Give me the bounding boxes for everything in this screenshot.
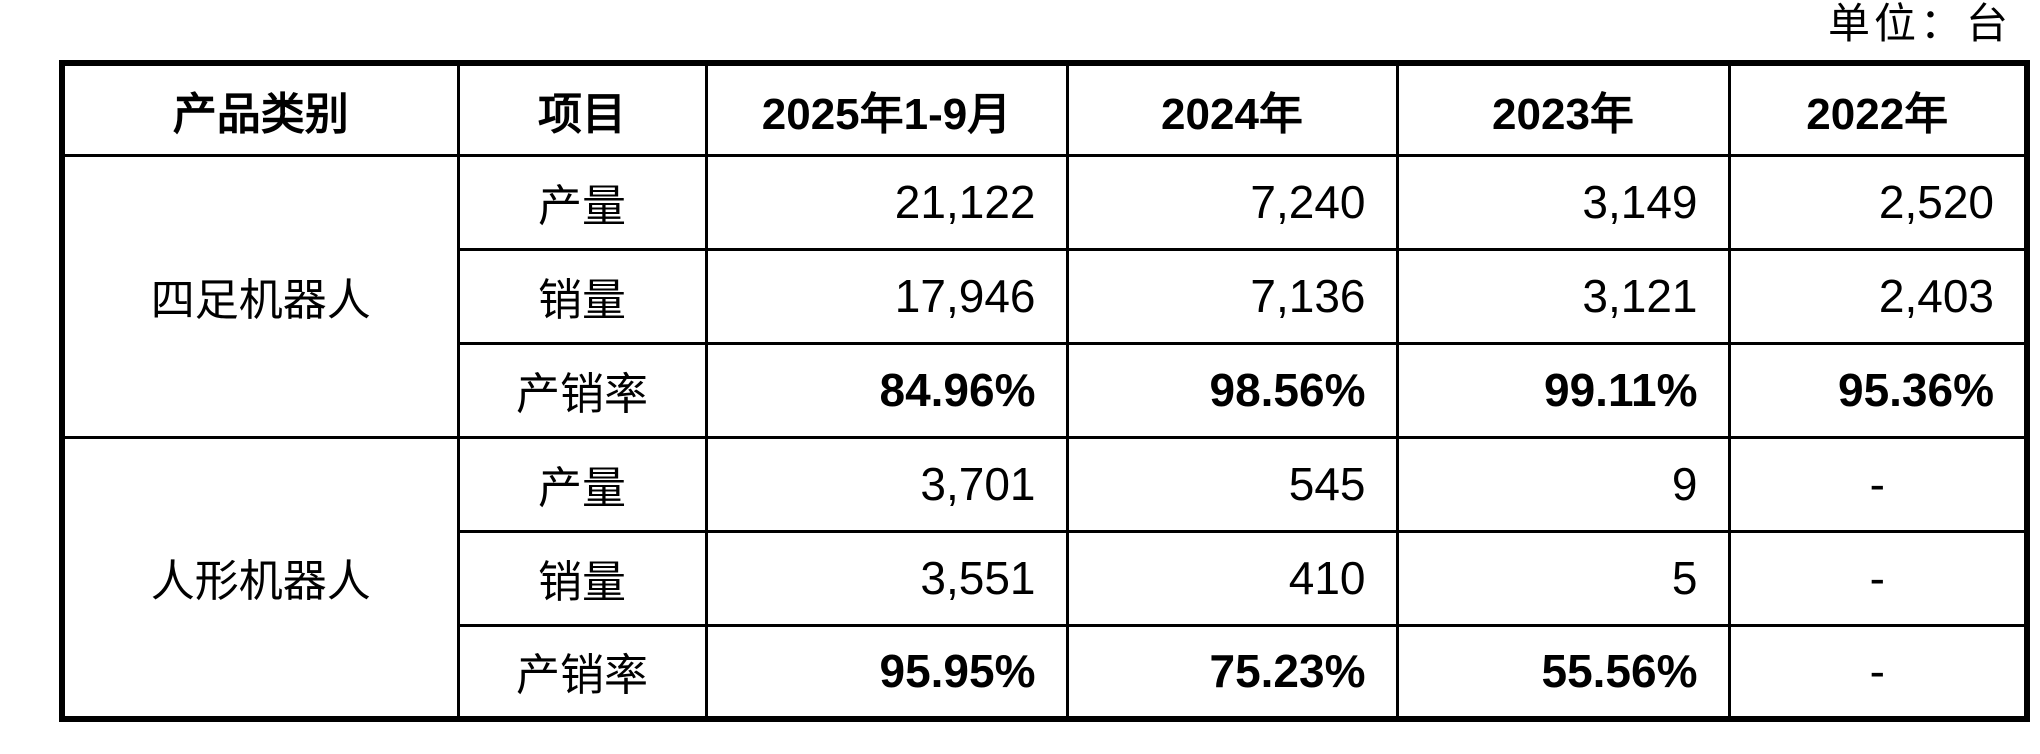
item-sales-label: 销量 [456,529,708,627]
cell-value: - [1727,623,2029,721]
header-2023: 2023年 [1395,61,1731,157]
cell-value: 5 [1395,529,1731,627]
header-2022: 2022年 [1727,61,2029,157]
header-2024: 2024年 [1065,61,1399,157]
header-2025-jan-sep: 2025年1-9月 [704,61,1069,157]
cell-value: 17,946 [704,247,1069,345]
cell-value: 84.96% [704,341,1069,439]
header-product-category: 产品类别 [60,61,460,157]
cell-value: 95.36% [1727,341,2029,439]
cell-value: 21,122 [704,153,1069,251]
cell-value: 99.11% [1395,341,1731,439]
cell-value: 2,403 [1727,247,2029,345]
production-sales-table: 产品类别 项目 2025年1-9月 2024年 2023年 2022年 四足机器… [59,60,2030,722]
table-row: 产销率 95.95% 75.23% 55.56% - [62,623,2029,721]
cell-value: 410 [1065,529,1399,627]
table-row: 人形机器人 产量 3,701 545 9 - [60,435,2029,721]
cell-value: 3,701 [704,435,1069,533]
header-item: 项目 [456,61,708,157]
table-row: 销量 17,946 7,136 3,121 2,403 [62,247,2029,345]
cell-value: 9 [1395,435,1731,533]
cell-value: 98.56% [1065,341,1399,439]
cell-value: - [1727,435,2029,533]
cell-value: 2,520 [1727,153,2029,251]
cell-value: 95.95% [704,623,1069,721]
cell-value: 55.56% [1395,623,1731,721]
cell-value: 75.23% [1065,623,1399,721]
item-sales-ratio-label: 产销率 [456,341,708,439]
table-header-row: 产品类别 项目 2025年1-9月 2024年 2023年 2022年 [60,61,2029,157]
cell-value: 7,240 [1065,153,1399,251]
cell-value: 545 [1065,435,1399,533]
cell-value: 3,121 [1395,247,1731,345]
item-sales-ratio-label: 产销率 [456,623,708,721]
item-production-label: 产量 [456,153,708,251]
category-humanoid-robot: 人形机器人 [60,435,460,721]
unit-label: 单位：台 [1827,2,2012,48]
item-sales-label: 销量 [456,247,708,345]
cell-value: 3,551 [704,529,1069,627]
cell-value: 3,149 [1395,153,1731,251]
table-row: 四足机器人 产量 21,122 7,240 3,149 2,520 [60,153,2029,439]
item-production-label: 产量 [456,435,708,533]
table-row: 产销率 84.96% 98.56% 99.11% 95.36% [62,341,2029,439]
category-quadruped-robot: 四足机器人 [60,153,460,439]
cell-value: 7,136 [1065,247,1399,345]
table-row: 销量 3,551 410 5 - [62,529,2029,627]
cell-value: - [1727,529,2029,627]
